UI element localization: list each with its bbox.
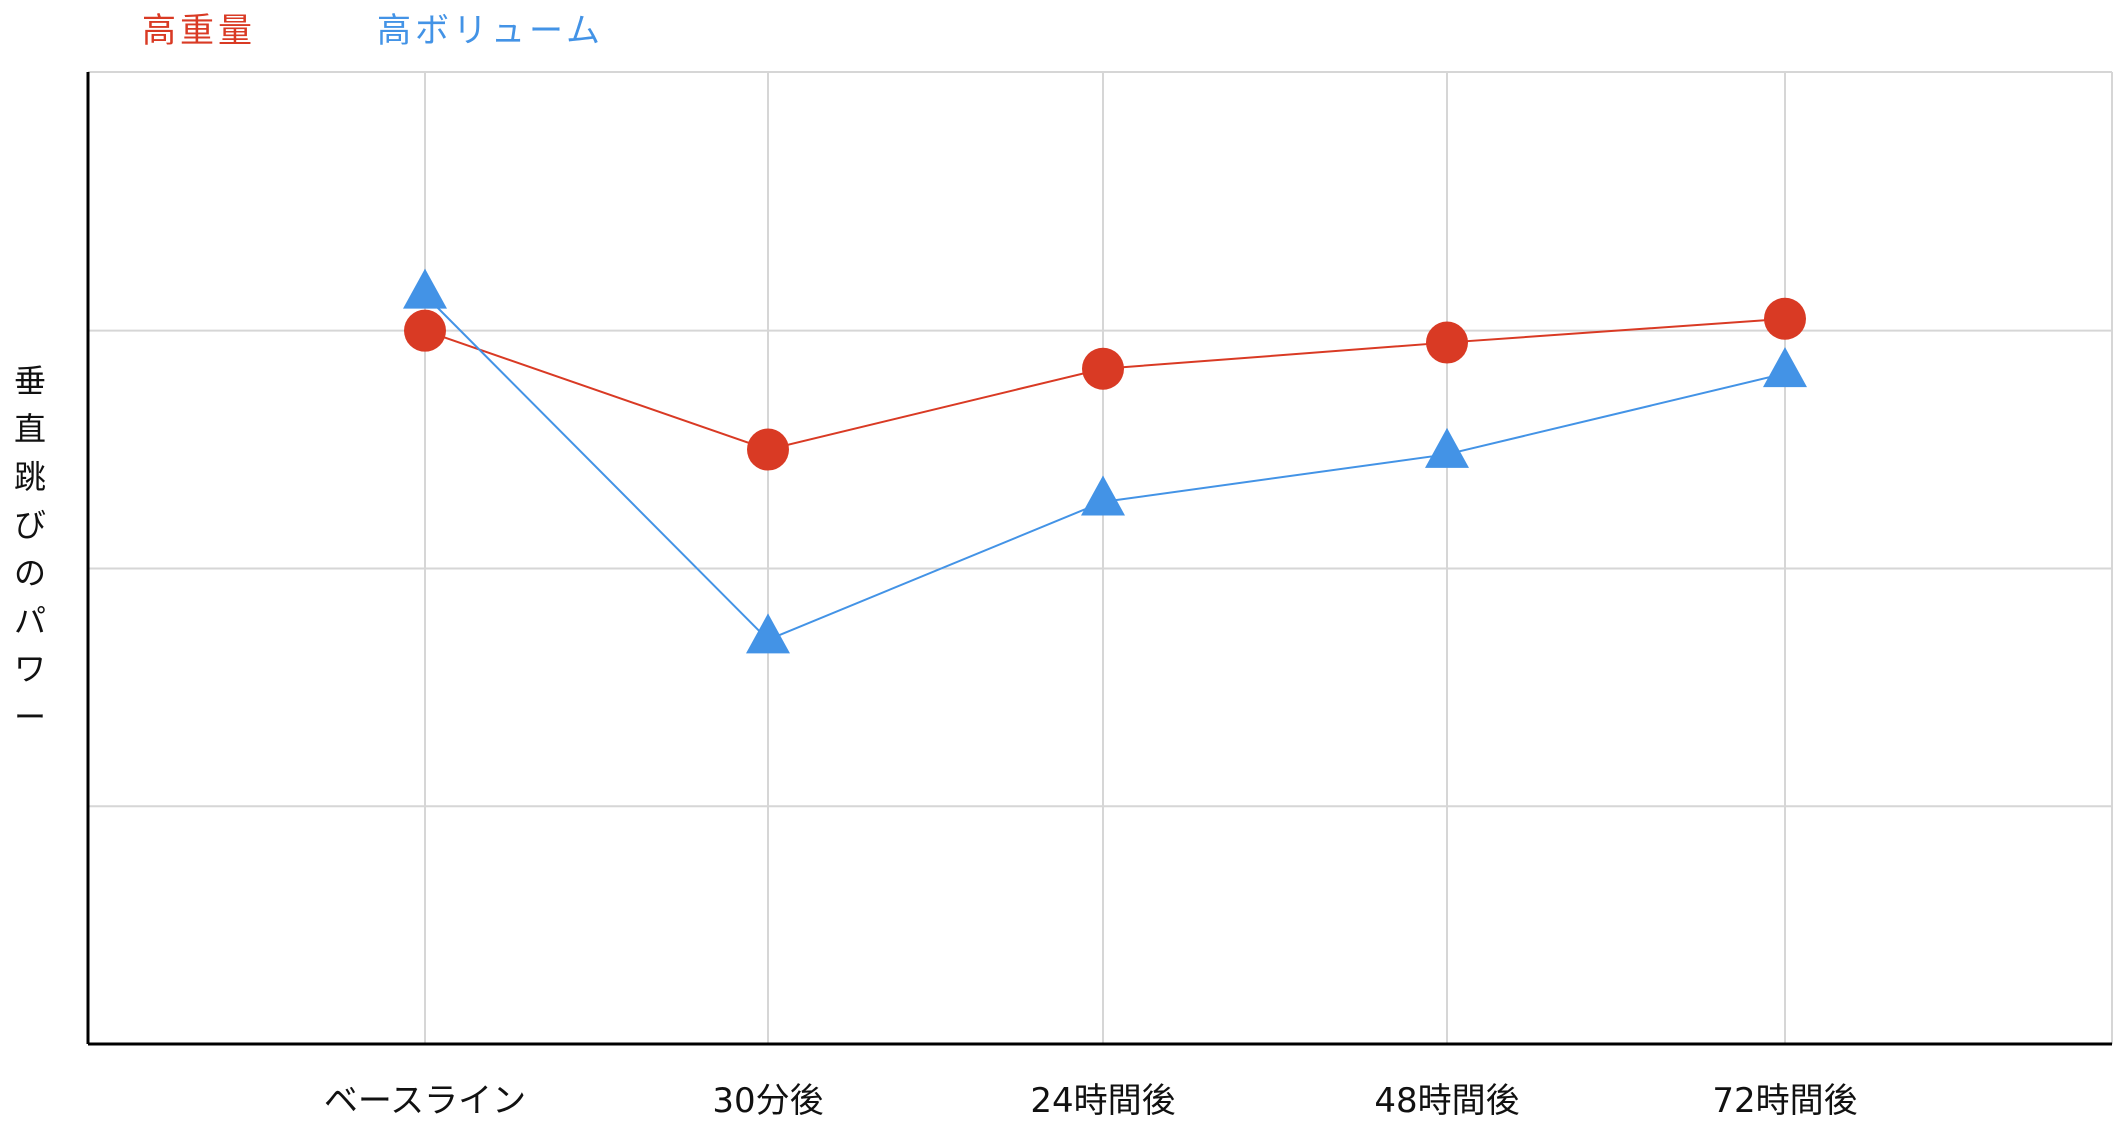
x-tick-labels: ベースライン 30分後 24時間後 48時間後 72時間後 — [324, 1081, 1858, 1121]
y-axis-label-char: 垂 — [14, 362, 46, 400]
x-tick-label: 30分後 — [712, 1081, 823, 1121]
y-axis-label-char: び — [14, 506, 46, 544]
gridlines — [88, 71, 2113, 1044]
legend: 高重量 高ボリューム — [142, 11, 604, 51]
series-group — [403, 268, 1807, 654]
data-point-triangle — [1425, 427, 1469, 468]
x-tick-label: 48時間後 — [1374, 1081, 1519, 1121]
data-point-triangle — [1081, 475, 1125, 516]
axes — [86, 72, 2112, 1046]
legend-entry-1: 高重量 — [142, 11, 256, 51]
x-tick-label: 72時間後 — [1712, 1081, 1857, 1121]
data-point-circle — [1082, 347, 1124, 390]
series-1 — [404, 297, 1806, 471]
legend-entry-2: 高ボリューム — [377, 11, 604, 51]
y-axis-label-char: 直 — [14, 410, 46, 448]
data-point-circle — [1764, 297, 1806, 340]
data-point-circle — [747, 428, 789, 471]
x-tick-label: 24時間後 — [1030, 1081, 1175, 1121]
y-axis-label-char: ー — [14, 698, 46, 736]
series-2 — [403, 268, 1807, 654]
data-point-circle — [1426, 321, 1468, 364]
y-axis-label-char: パ — [14, 602, 46, 640]
data-point-triangle — [746, 613, 790, 654]
y-axis-label-char: ワ — [14, 650, 46, 688]
data-point-triangle — [403, 268, 447, 309]
data-point-triangle — [1763, 347, 1807, 388]
x-tick-label: ベースライン — [324, 1081, 526, 1121]
y-axis-label-char: 跳 — [14, 458, 46, 496]
series-line-2 — [424, 294, 1786, 641]
data-point-circle — [404, 309, 446, 352]
y-axis-label-char: の — [14, 554, 46, 592]
